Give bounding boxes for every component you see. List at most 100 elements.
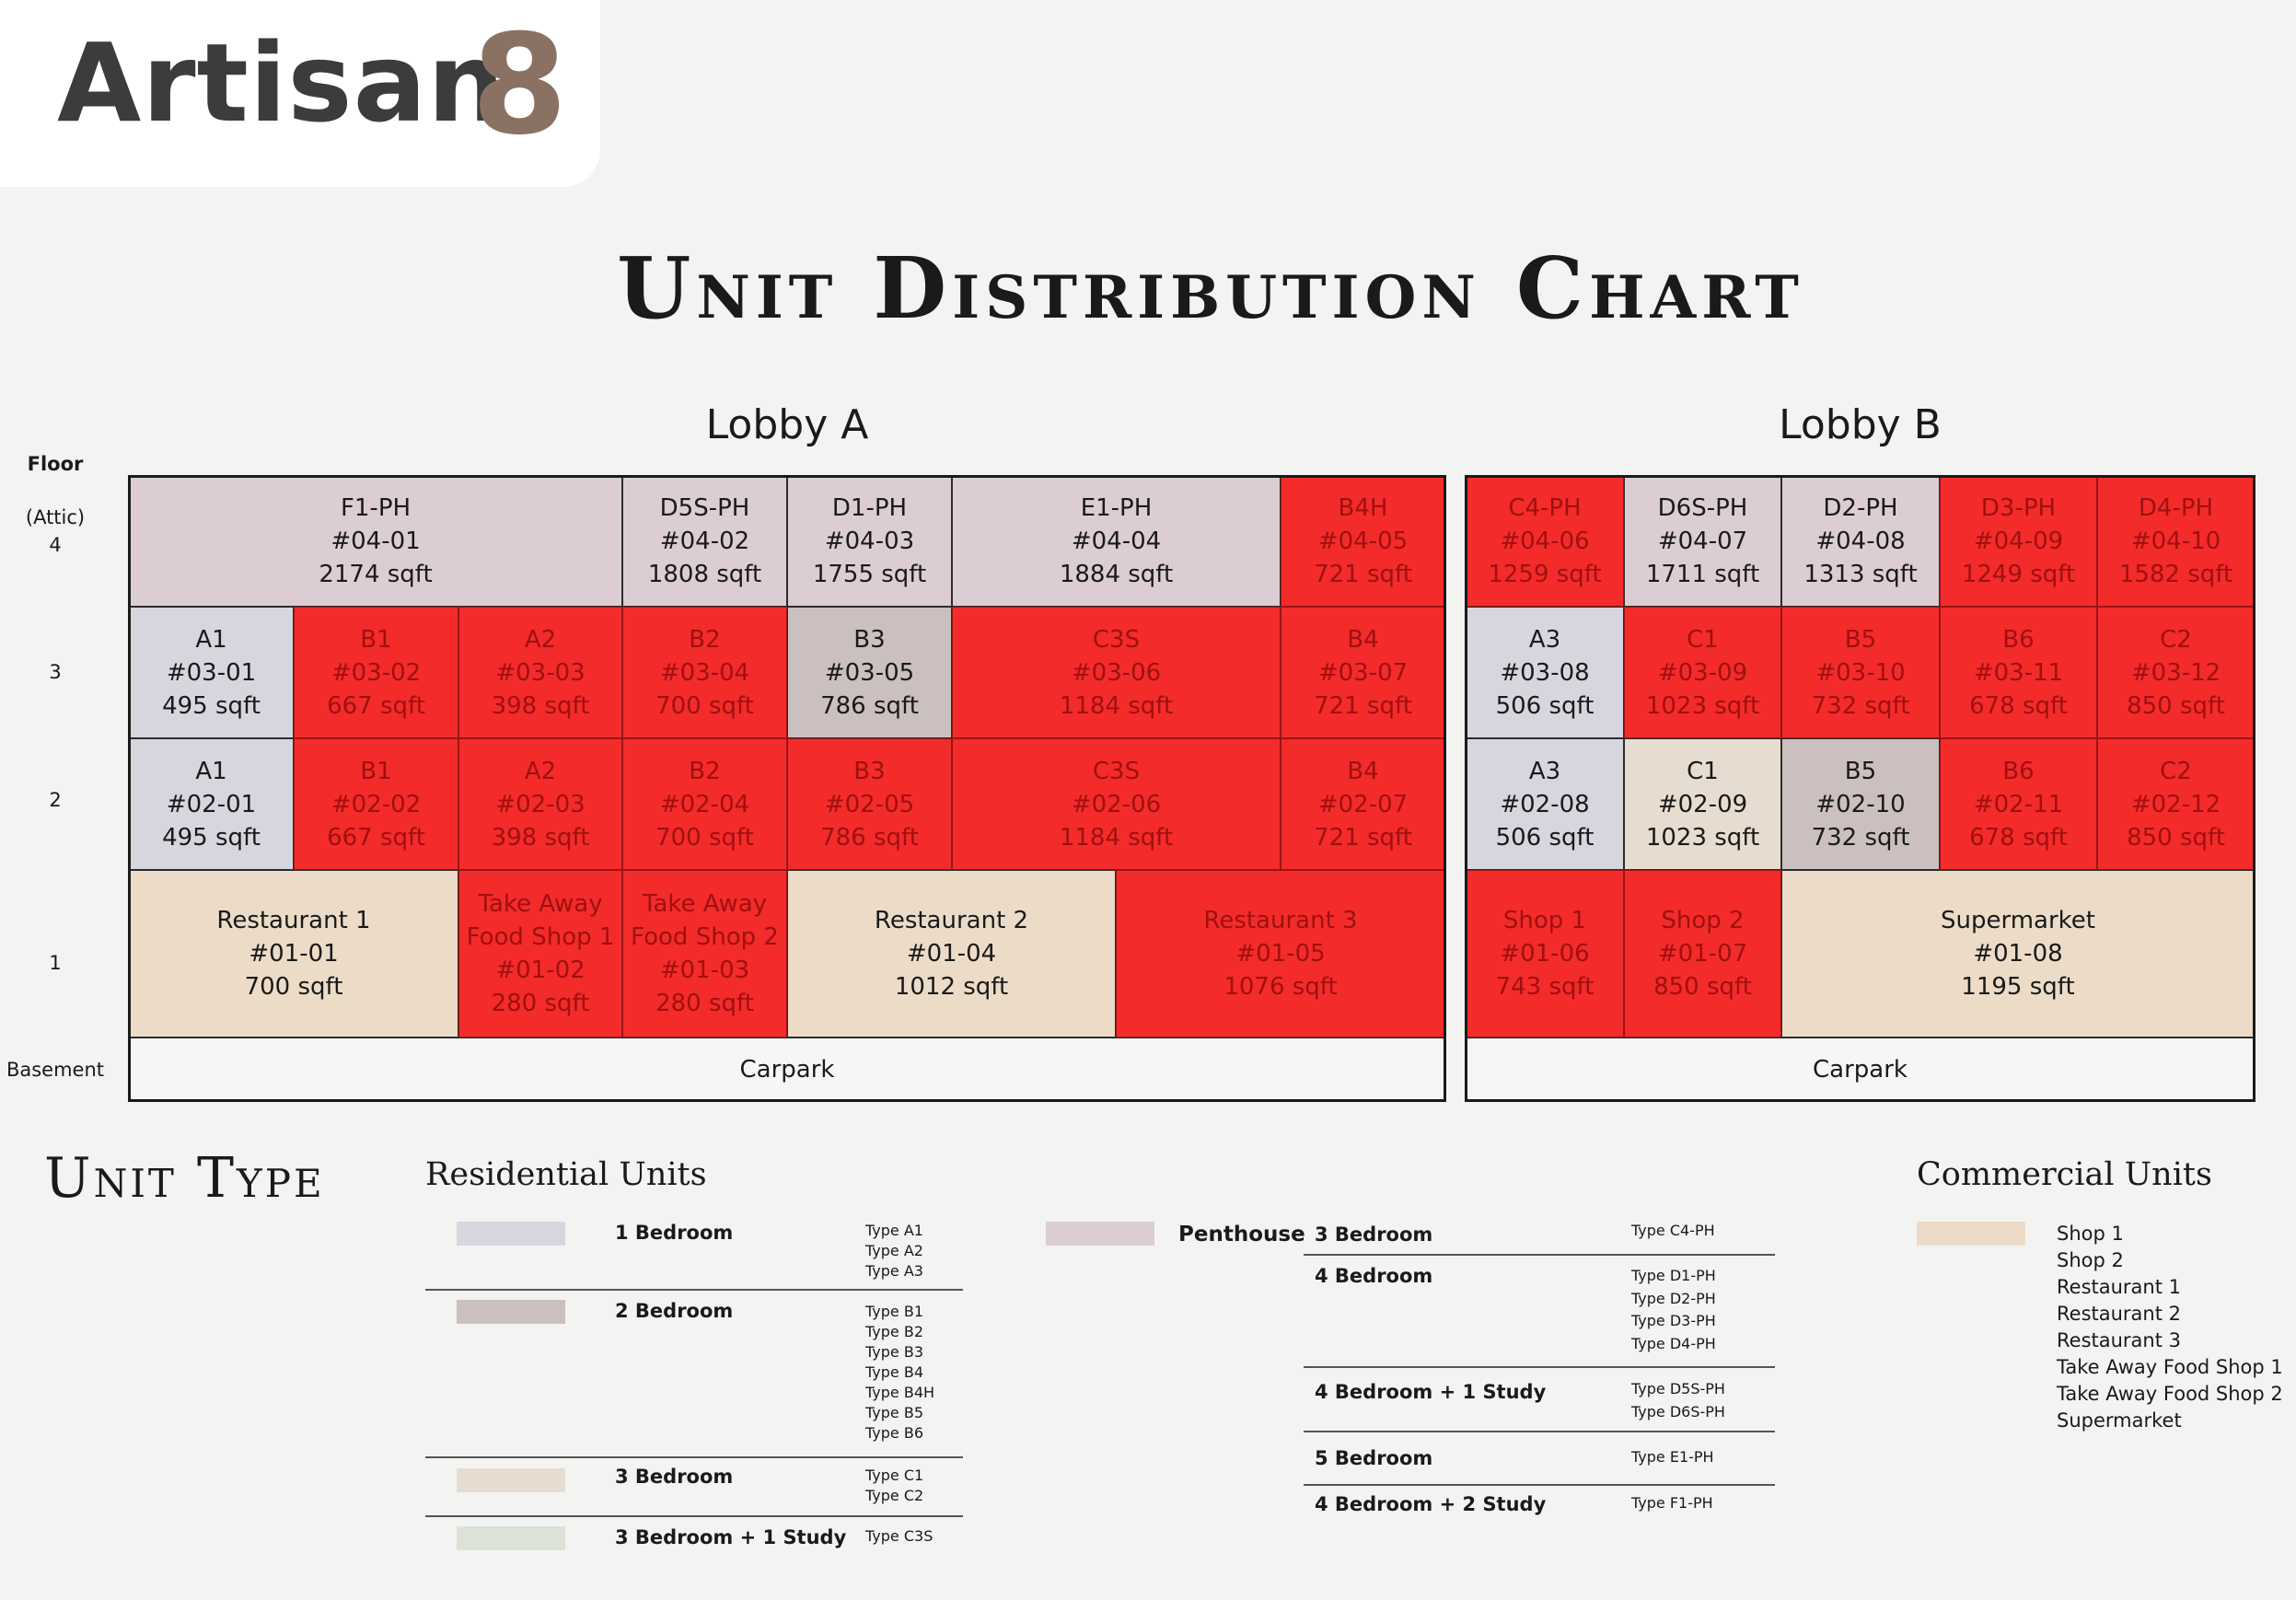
unit-number: #04-03 <box>824 528 915 555</box>
swatch-3-bedroom-study <box>457 1526 565 1550</box>
commercial-item: Supermarket <box>2057 1409 2182 1432</box>
unit-type: Shop 2 <box>1661 907 1745 934</box>
legend-divider <box>425 1456 963 1458</box>
unit-cell-text: D1-PH #04-03 1755 sqft <box>813 492 926 591</box>
unit-number: #03-07 <box>1317 658 1409 687</box>
unit-size: 678 sqft <box>1969 691 2068 720</box>
unit-type: B2 <box>689 757 721 785</box>
unit-cell-text: C1 #03-09 1023 sqft <box>1646 623 1759 723</box>
legend-ph-3-bedroom: 3 Bedroom <box>1315 1223 1433 1246</box>
unit-number: #02-01 <box>166 790 257 818</box>
unit-number: #03-01 <box>166 658 257 687</box>
legend-2-bedroom: 2 Bedroom <box>615 1300 734 1322</box>
unit-cell-text: A3 #03-08 506 sqft <box>1496 623 1594 723</box>
unit-type: Food Shop 2 <box>631 923 779 951</box>
unit-cell-text: A1 #03-01 495 sqft <box>162 623 261 723</box>
unit-cell-text: D6S-PH #04-07 1711 sqft <box>1646 492 1759 591</box>
unit-number: #01-02 <box>495 957 586 984</box>
legend-type: Type A2 <box>865 1242 923 1259</box>
unit-type: B4 <box>1347 757 1379 785</box>
legend-1-bedroom-types: Type A1 Type A2 Type A3 <box>865 1221 923 1281</box>
unit-cell: Restaurant 1 #01-01 700 sqft <box>129 870 458 1038</box>
unit-type: B6 <box>2002 757 2035 785</box>
swatch-3-bedroom <box>457 1468 565 1492</box>
brand-logo-numeral: 8 <box>471 6 568 166</box>
unit-cell: B3 #02-05 786 sqft <box>787 738 952 870</box>
unit-cell-text: B6 #02-11 678 sqft <box>1969 755 2068 854</box>
unit-size: 667 sqft <box>327 691 425 720</box>
unit-cell-text: B6 #03-11 678 sqft <box>1969 623 2068 723</box>
unit-size: 495 sqft <box>162 691 261 720</box>
unit-type: B1 <box>360 625 392 654</box>
legend-type: Type D4-PH <box>1631 1334 1716 1352</box>
unit-cell: C2 #02-12 850 sqft <box>2097 738 2255 870</box>
unit-number: #04-06 <box>1500 528 1590 555</box>
unit-type: A1 <box>195 757 227 785</box>
unit-number: #01-05 <box>1235 940 1326 968</box>
unit-number: #04-01 <box>330 528 421 555</box>
unit-cell-text: B2 #03-04 700 sqft <box>655 623 754 723</box>
unit-cell: B5 #02-10 732 sqft <box>1781 738 1940 870</box>
unit-cell-text: B1 #02-02 667 sqft <box>327 755 425 854</box>
unit-number: #03-04 <box>659 658 750 687</box>
unit-type: A3 <box>1528 757 1561 785</box>
legend-type: Type B6 <box>865 1424 923 1442</box>
unit-size: 1711 sqft <box>1645 561 1760 588</box>
floor-label-basement: Basement <box>6 1059 105 1081</box>
unit-cell-text: C3S #02-06 1184 sqft <box>1060 755 1173 854</box>
legend-type: Type B4H <box>865 1384 935 1401</box>
unit-type: Take Away <box>478 890 603 918</box>
unit-cell: D5S-PH #04-02 1808 sqft <box>622 476 787 607</box>
unit-cell-text: B1 #03-02 667 sqft <box>327 623 425 723</box>
unit-number: #03-05 <box>824 658 915 687</box>
unit-cell-text: Shop 2 #01-07 850 sqft <box>1653 904 1752 1003</box>
unit-cell: F1-PH #04-01 2174 sqft <box>129 476 622 607</box>
legend-3-bedroom-study: 3 Bedroom + 1 Study <box>615 1526 847 1548</box>
unit-cell-text: Supermarket #01-08 1195 sqft <box>1941 904 2095 1003</box>
unit-cell: C4-PH #04-06 1259 sqft <box>1466 476 1624 607</box>
unit-type: D6S-PH <box>1657 494 1748 522</box>
floor-header: Floor <box>27 453 84 475</box>
legend-3-bedroom-types: Type C1 Type C2 <box>865 1466 923 1506</box>
unit-cell: D6S-PH #04-07 1711 sqft <box>1624 476 1781 607</box>
unit-type: B2 <box>689 625 721 654</box>
unit-number: #02-09 <box>1657 790 1748 818</box>
unit-size: 1023 sqft <box>1645 691 1760 720</box>
legend-divider <box>1304 1366 1775 1368</box>
unit-cell: A3 #03-08 506 sqft <box>1466 607 1624 738</box>
legend-1-bedroom: 1 Bedroom <box>615 1222 734 1244</box>
commercial-item: Shop 2 <box>2057 1249 2124 1271</box>
legend-type: Type D3-PH <box>1631 1312 1716 1329</box>
legend-ph-4-bedroom: 4 Bedroom <box>1315 1265 1433 1287</box>
unit-size: 721 sqft <box>1314 691 1412 720</box>
legend-type: Type B2 <box>865 1323 923 1340</box>
unit-number: #04-02 <box>659 528 750 555</box>
unit-cell-text: C2 #02-12 850 sqft <box>2127 755 2225 854</box>
unit-cell: D4-PH #04-10 1582 sqft <box>2097 476 2255 607</box>
unit-number: #03-08 <box>1500 658 1590 687</box>
unit-type: B3 <box>853 625 886 654</box>
unit-type: B6 <box>2002 625 2035 654</box>
unit-number: #01-04 <box>906 940 997 968</box>
unit-cell: A3 #02-08 506 sqft <box>1466 738 1624 870</box>
unit-cell: C3S #02-06 1184 sqft <box>952 738 1281 870</box>
legend-ph-5-bedroom-types: Type E1-PH <box>1631 1447 1714 1467</box>
unit-cell-text: A2 #02-03 398 sqft <box>492 755 590 854</box>
unit-number: #02-02 <box>330 790 422 818</box>
unit-size: 506 sqft <box>1495 823 1594 852</box>
unit-number: #03-11 <box>1973 658 2064 687</box>
legend-type: Type B5 <box>865 1404 923 1421</box>
unit-type: C3S <box>1092 625 1141 654</box>
unit-number: #02-03 <box>495 790 586 818</box>
commercial-units-heading: Commercial Units <box>1917 1156 2212 1193</box>
unit-type: B1 <box>360 757 392 785</box>
legend-divider <box>425 1289 963 1291</box>
unit-type: D1-PH <box>831 494 908 522</box>
unit-number: #04-05 <box>1317 528 1409 555</box>
unit-size: 678 sqft <box>1969 823 2068 852</box>
commercial-item: Restaurant 3 <box>2057 1329 2182 1351</box>
carpark-label: Carpark <box>1813 1055 1908 1084</box>
unit-number: #04-08 <box>1815 528 1906 555</box>
unit-cell-text: B4 #03-07 721 sqft <box>1314 623 1412 723</box>
legend-divider <box>425 1515 963 1517</box>
